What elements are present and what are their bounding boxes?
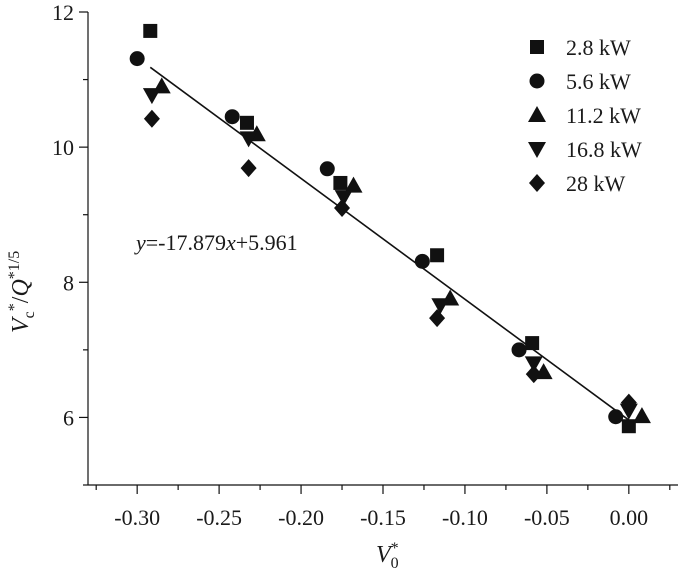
data-markers [129,23,651,434]
fit-equation-y: y [134,230,146,255]
y-axis-label-qsup: *1/5 [6,251,23,279]
square-point [621,419,636,434]
ticks: -0.30 -0.25 -0.20 -0.15 -0.10 -0.05 0.00 6 8 10 12 [52,0,671,530]
y-axis-label-vsub: c [21,311,38,318]
y-tick-label: 6 [63,405,74,430]
legend-marker-diamond [529,174,545,192]
legend-label: 5.6 kW [566,69,631,94]
legend-marker-square [530,40,544,54]
y-axis-label-star: * [6,303,23,311]
triangle-down-point [619,403,638,420]
series-circle [129,51,624,425]
circle-point [511,342,527,358]
x-tick-label: -0.25 [196,505,242,530]
x-tick-label: -0.15 [360,505,406,530]
fit-line [149,66,630,421]
square-point [430,248,445,263]
x-tick-label: -0.20 [278,505,324,530]
fit-line-group [149,66,630,421]
square-point [143,23,158,38]
fit-equation: y=-17.879x+5.961 [134,230,298,255]
diamond-point [334,198,351,217]
triangle-down-point [334,190,353,207]
series-diamond [143,109,637,412]
legend-label: 28 kW [566,171,626,196]
x-tick-label: 0.00 [610,505,649,530]
circle-point [129,51,145,67]
y-axis-label-q: Q [8,279,34,296]
y-tick-label: 8 [63,270,74,295]
y-axis-label-v: V [8,316,34,333]
triangle-down-point [239,131,258,148]
circle-point [319,161,335,177]
triangle-down-point [142,88,161,105]
triangle-down-point [431,298,450,315]
x-axis-label-base: V [376,542,393,568]
fit-equation-intercept: +5.961 [236,230,298,255]
square-point [525,336,540,351]
legend-marker-triangle-up [528,106,546,122]
x-axis-label: V* 0 [376,540,399,572]
circle-point [224,109,240,125]
diamond-point [525,365,542,384]
legend-label: 11.2 kW [566,103,641,128]
diamond-point [240,159,257,178]
fit-equation-x: x [225,230,236,255]
x-tick-label: -0.05 [524,505,570,530]
series-triangle-down [142,88,638,420]
x-tick-label: -0.10 [442,505,488,530]
legend-label: 2.8 kW [566,35,631,60]
series-square [143,23,636,434]
legend: 2.8 kW 5.6 kW 11.2 kW 16.8 kW 28 kW [528,35,642,196]
diamond-point [143,109,160,128]
legend-marker-triangle-down [528,142,546,158]
y-axis-label-slash: / [8,296,34,303]
diamond-point [429,309,446,328]
triangle-up-point [632,407,651,424]
circle-point [608,409,624,425]
y-tick-label: 12 [52,0,74,25]
triangle-up-point [344,176,363,193]
circle-point [414,253,430,269]
square-point [239,115,254,130]
y-tick-label: 10 [52,135,74,160]
y-axis-label: Vc*/Q*1/5 [6,251,38,333]
diamond-point [620,393,637,412]
triangle-down-point [524,356,543,373]
fit-equation-coef: =-17.879 [146,230,226,255]
x-axis-label-sub: 0 [391,555,399,572]
legend-marker-circle [529,73,545,89]
x-axis-label-sup: * [391,540,399,557]
x-tick-label: -0.30 [114,505,160,530]
square-point [333,175,348,190]
legend-label: 16.8 kW [566,137,642,162]
